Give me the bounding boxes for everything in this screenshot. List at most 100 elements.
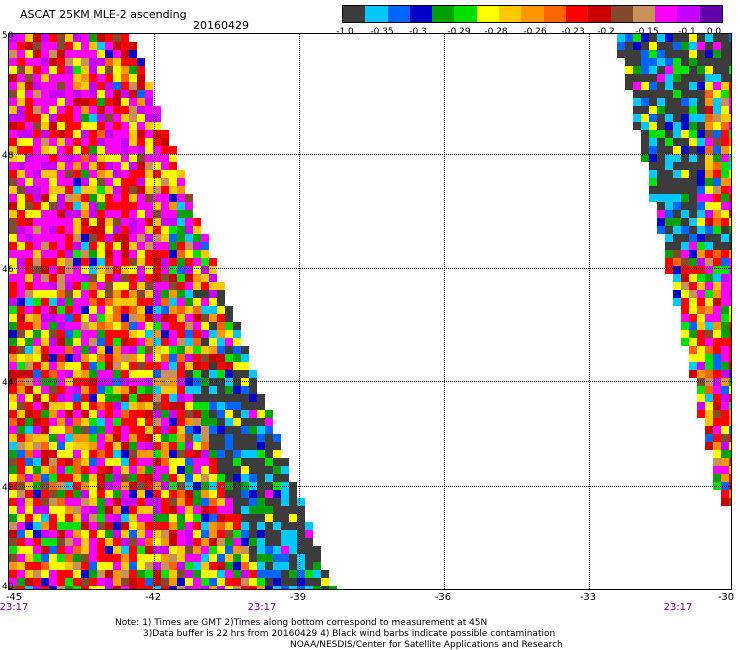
swath-cell bbox=[681, 146, 689, 154]
swath-cell bbox=[73, 474, 81, 482]
swath-cell bbox=[89, 370, 97, 378]
swath-cell bbox=[65, 538, 73, 546]
colorbar-swatch bbox=[610, 6, 633, 22]
swath-cell bbox=[185, 386, 193, 394]
swath-cell bbox=[705, 34, 713, 42]
swath-cell bbox=[113, 330, 121, 338]
swath-cell bbox=[169, 186, 177, 194]
longitude-label: -30 bbox=[717, 592, 735, 603]
swath-cell bbox=[9, 314, 17, 322]
swath-cell bbox=[689, 114, 697, 122]
swath-cell bbox=[681, 314, 689, 322]
swath-cell bbox=[321, 578, 329, 586]
swath-cell bbox=[121, 530, 129, 538]
swath-cell bbox=[665, 34, 673, 42]
swath-cell bbox=[169, 266, 177, 274]
swath-cell bbox=[129, 586, 137, 589]
swath-cell bbox=[273, 562, 281, 570]
swath-cell bbox=[217, 354, 225, 362]
swath-cell bbox=[57, 474, 65, 482]
swath-cell bbox=[65, 562, 73, 570]
swath-cell bbox=[217, 554, 225, 562]
swath-cell bbox=[209, 514, 217, 522]
swath-cell bbox=[209, 434, 217, 442]
swath-cell bbox=[145, 226, 153, 234]
swath-cell bbox=[193, 450, 201, 458]
swath-cell bbox=[225, 378, 233, 386]
swath-cell bbox=[89, 130, 97, 138]
swath-cell bbox=[617, 50, 625, 58]
swath-cell bbox=[17, 290, 25, 298]
note-line-3: NOAA/NESDIS/Center for Satellite Applica… bbox=[290, 640, 563, 650]
swath-cell bbox=[17, 386, 25, 394]
swath-cell bbox=[137, 114, 145, 122]
swath-cell bbox=[73, 434, 81, 442]
swath-cell bbox=[193, 546, 201, 554]
swath-cell bbox=[649, 146, 657, 154]
note-line-1: Note: 1) Times are GMT 2)Times along bot… bbox=[115, 618, 488, 628]
swath-cell bbox=[705, 378, 713, 386]
swath-cell bbox=[33, 66, 41, 74]
swath-cell bbox=[137, 282, 145, 290]
swath-cell bbox=[49, 322, 57, 330]
swath-cell bbox=[113, 242, 121, 250]
swath-cell bbox=[657, 66, 665, 74]
swath-cell bbox=[729, 258, 731, 266]
swath-cell bbox=[201, 338, 209, 346]
swath-cell bbox=[129, 578, 137, 586]
swath-cell bbox=[649, 162, 657, 170]
swath-cell bbox=[33, 114, 41, 122]
swath-cell bbox=[73, 282, 81, 290]
swath-cell bbox=[657, 202, 665, 210]
swath-cell bbox=[9, 346, 17, 354]
swath-cell bbox=[9, 250, 17, 258]
swath-cell bbox=[17, 434, 25, 442]
swath-cell bbox=[689, 218, 697, 226]
swath-cell bbox=[201, 394, 209, 402]
swath-cell bbox=[257, 458, 265, 466]
swath-cell bbox=[57, 242, 65, 250]
swath-cell bbox=[689, 202, 697, 210]
swath-cell bbox=[689, 298, 697, 306]
swath-cell bbox=[169, 538, 177, 546]
swath-cell bbox=[185, 426, 193, 434]
colorbar-swatch bbox=[632, 6, 656, 22]
swath-cell bbox=[249, 426, 257, 434]
swath-cell bbox=[121, 490, 129, 498]
swath-cell bbox=[329, 586, 337, 589]
swath-cell bbox=[97, 138, 105, 146]
swath-cell bbox=[313, 570, 321, 578]
swath-cell bbox=[241, 458, 249, 466]
swath-cell bbox=[81, 298, 89, 306]
swath-cell bbox=[9, 242, 17, 250]
swath-cell bbox=[721, 202, 729, 210]
swath-cell bbox=[129, 170, 137, 178]
swath-cell bbox=[257, 418, 265, 426]
swath-cell bbox=[57, 154, 65, 162]
swath-cell bbox=[81, 498, 89, 506]
swath-cell bbox=[273, 538, 281, 546]
swath-cell bbox=[17, 330, 25, 338]
swath-cell bbox=[177, 226, 185, 234]
swath-cell bbox=[153, 394, 161, 402]
swath-cell bbox=[617, 34, 625, 42]
swath-cell bbox=[689, 266, 697, 274]
swath-cell bbox=[113, 466, 121, 474]
swath-cell bbox=[193, 522, 201, 530]
swath-cell bbox=[249, 418, 257, 426]
swath-cell bbox=[81, 466, 89, 474]
swath-cell bbox=[217, 506, 225, 514]
swath-cell bbox=[145, 122, 153, 130]
swath-cell bbox=[145, 498, 153, 506]
swath-cell bbox=[209, 466, 217, 474]
swath-cell bbox=[681, 122, 689, 130]
swath-cell bbox=[193, 266, 201, 274]
colorbar-swatch bbox=[499, 6, 522, 22]
swath-cell bbox=[9, 338, 17, 346]
swath-cell bbox=[89, 410, 97, 418]
swath-cell bbox=[729, 402, 731, 410]
swath-cell bbox=[721, 146, 729, 154]
swath-cell bbox=[89, 82, 97, 90]
swath-cell bbox=[33, 122, 41, 130]
swath-cell bbox=[641, 58, 649, 66]
